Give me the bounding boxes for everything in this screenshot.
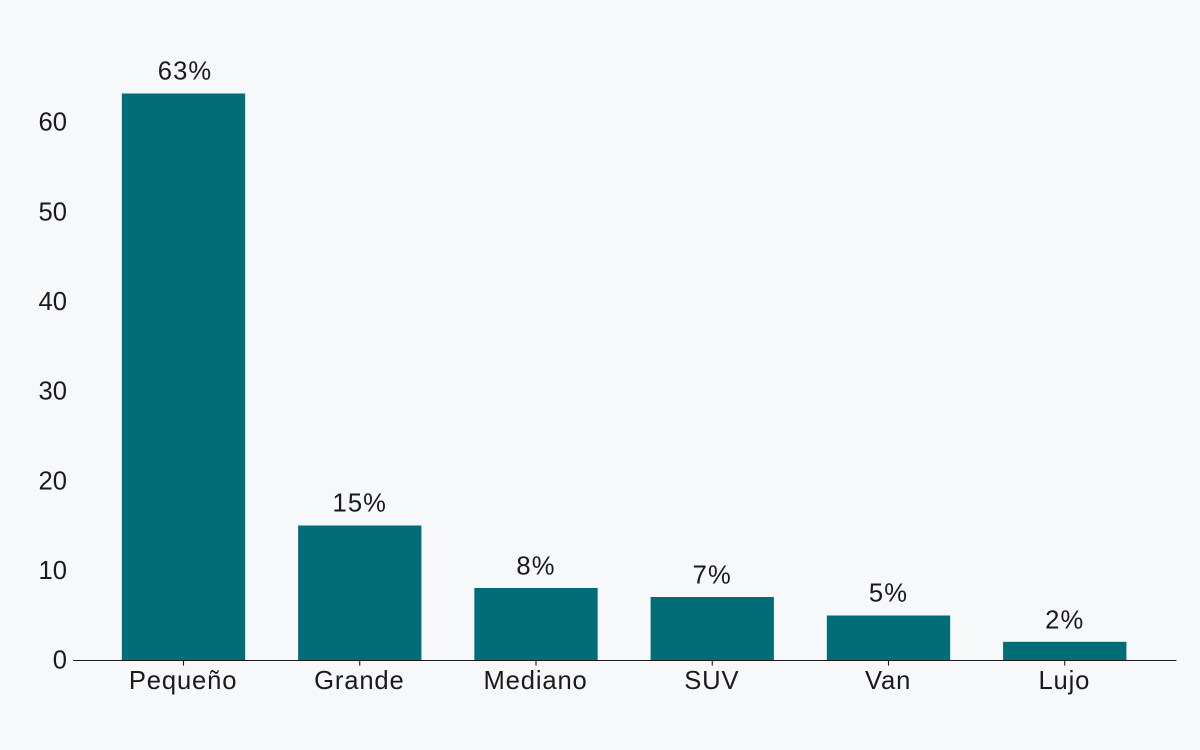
svg-text:20: 20: [39, 467, 67, 495]
svg-text:5%: 5%: [869, 580, 908, 608]
svg-text:15%: 15%: [332, 490, 387, 518]
svg-text:Lujo: Lujo: [1038, 667, 1090, 695]
svg-text:Pequeño: Pequeño: [129, 667, 237, 695]
svg-text:30: 30: [39, 378, 67, 406]
svg-text:50: 50: [39, 198, 67, 226]
svg-text:63%: 63%: [158, 58, 213, 86]
svg-text:8%: 8%: [516, 553, 555, 581]
svg-text:10: 10: [39, 557, 67, 585]
svg-text:Van: Van: [865, 667, 911, 695]
svg-text:Grande: Grande: [314, 667, 404, 695]
svg-text:0: 0: [53, 647, 67, 675]
svg-text:60: 60: [39, 109, 67, 137]
svg-text:SUV: SUV: [684, 667, 739, 695]
svg-text:40: 40: [39, 288, 67, 316]
svg-text:Mediano: Mediano: [484, 667, 588, 695]
svg-text:2%: 2%: [1045, 607, 1084, 635]
svg-text:7%: 7%: [693, 562, 732, 590]
